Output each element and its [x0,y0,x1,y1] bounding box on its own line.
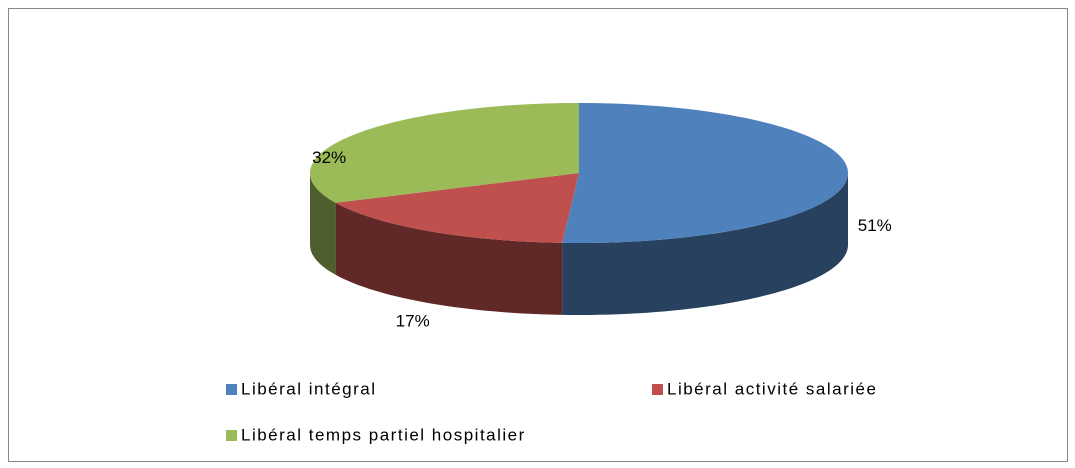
legend-swatch [226,430,237,441]
slice [562,103,848,243]
legend-swatch [652,384,663,395]
slice [335,173,579,243]
legend-label: Libéral intégral [241,379,377,398]
data-label: 51% [858,216,892,235]
slice [310,103,579,203]
slice-side [335,202,563,315]
legend-swatch [226,384,237,395]
data-label: 17% [396,311,430,330]
legend-label: Libéral temps partiel hospitalier [241,425,526,444]
slice-side [562,173,848,315]
data-label: 32% [312,148,346,167]
slice-side [310,173,336,275]
legend-label: Libéral activité salariée [667,379,877,398]
